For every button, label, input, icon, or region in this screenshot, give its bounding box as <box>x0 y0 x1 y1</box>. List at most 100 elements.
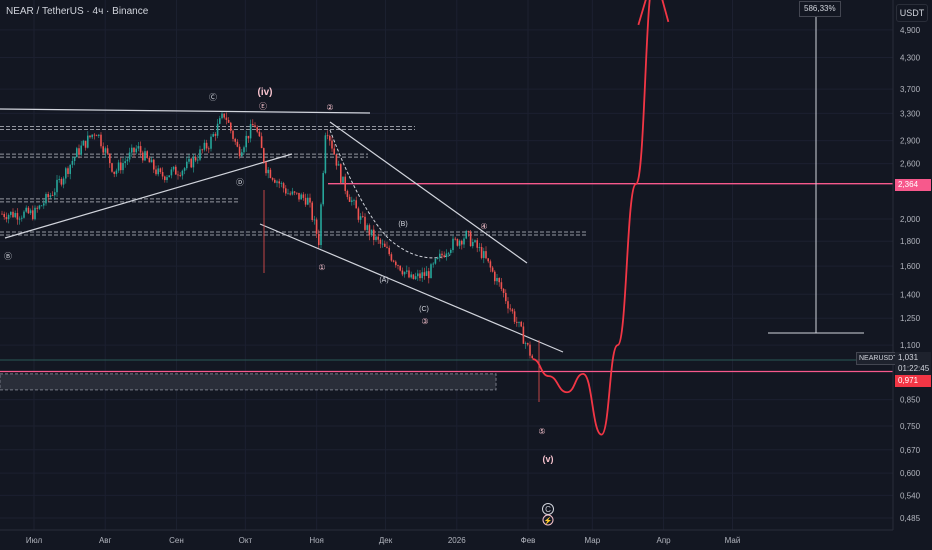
candle-body <box>197 159 199 161</box>
candle-body <box>348 196 351 202</box>
candle-body <box>342 176 344 183</box>
candle-body <box>494 271 496 282</box>
candle-body <box>513 311 516 322</box>
candle-body <box>82 140 85 146</box>
wave-label: ④ <box>480 222 487 231</box>
candle-body <box>245 135 247 148</box>
candle-body <box>23 211 25 218</box>
candle-body <box>476 240 478 248</box>
price-axis[interactable]: 4,900 4,300 3,700 3,300 2,900 2,600 2,000 1,800… <box>900 26 921 523</box>
candle-body <box>225 117 228 120</box>
candle-body <box>234 138 236 142</box>
candle-body <box>175 166 177 175</box>
candle-body <box>80 145 82 155</box>
wave-labels: Ⓒ (iv) Ⓔ ② Ⓓ Ⓑ ① (B) ④ (A) (C) ③ ⑤ (v) C ⚡ <box>4 87 554 526</box>
candle-body <box>353 200 355 202</box>
candle-body <box>159 168 162 173</box>
candle-body <box>276 181 278 183</box>
candle-body <box>120 162 122 171</box>
candle-body <box>388 247 390 255</box>
candle-body <box>406 270 408 272</box>
candle-body <box>421 272 423 279</box>
candle-body <box>249 124 252 139</box>
candle-body <box>311 202 313 220</box>
candle-body <box>93 134 96 136</box>
candle-body <box>472 242 474 247</box>
price-tick-label: 2,600 <box>900 160 921 169</box>
candle-body <box>199 149 201 160</box>
trendline <box>259 223 564 353</box>
candle-body <box>320 204 322 246</box>
candle-body <box>89 135 91 138</box>
candle-body <box>34 207 36 220</box>
measure-percent-label: 586,33% <box>799 1 841 17</box>
candle-body <box>122 162 124 171</box>
candle-body <box>49 195 52 198</box>
time-tick-label: Сен <box>169 536 184 545</box>
candle-body <box>113 171 115 174</box>
candle-body <box>364 216 366 230</box>
candle-body <box>527 343 529 345</box>
candle-body <box>399 265 401 271</box>
trendline <box>4 153 293 239</box>
candle-body <box>219 118 221 124</box>
candle-body <box>518 321 520 323</box>
candle-body <box>269 169 272 178</box>
candle-body <box>76 148 78 158</box>
candle-body <box>428 271 430 279</box>
candle-body <box>241 152 243 157</box>
candle-body <box>278 181 280 184</box>
wave-label: ⑤ <box>538 427 545 436</box>
candle-body <box>5 217 8 220</box>
candle-body <box>166 177 168 181</box>
candle-body <box>450 249 452 253</box>
candle-body <box>214 134 217 136</box>
candle-body <box>56 179 58 193</box>
trendline <box>329 121 528 264</box>
candle-body <box>40 205 43 207</box>
candle-body <box>280 183 283 184</box>
candle-body <box>73 157 76 161</box>
wave-label: (A) <box>379 277 388 284</box>
candle-body <box>520 321 522 327</box>
candle-body <box>106 148 109 154</box>
candle-body <box>109 153 111 164</box>
wave-label: (B) <box>398 221 407 228</box>
candle-body <box>436 257 439 259</box>
candle-body <box>12 211 14 218</box>
candle-body <box>324 135 327 173</box>
candle-body <box>390 254 393 261</box>
candle-body <box>337 164 340 166</box>
candle-body <box>170 169 173 176</box>
candle-body <box>126 159 129 162</box>
candle-body <box>265 162 267 174</box>
candle-body <box>164 176 166 181</box>
currency-unit-button[interactable]: USDT <box>896 4 928 22</box>
candle-body <box>500 282 503 289</box>
candle-body <box>43 203 45 206</box>
wave-label: C <box>545 505 551 514</box>
candle-body <box>157 168 159 175</box>
candle-body <box>423 272 426 276</box>
candle-body <box>67 168 69 174</box>
candle-body <box>465 231 467 239</box>
time-axis[interactable]: Июл Авг Сен Окт Ноя Дек 2026 Фев Мар Апр Май <box>26 536 740 545</box>
candle-body <box>216 123 219 136</box>
candle-body <box>381 243 384 245</box>
candle-body <box>104 148 107 153</box>
candle-body <box>480 247 483 258</box>
candle-body <box>296 192 298 194</box>
candle-body <box>21 217 23 219</box>
time-tick-label: Май <box>725 536 741 545</box>
price-tick-label: 0,850 <box>900 396 921 405</box>
symbol-tag: NEARUSDT <box>856 352 901 365</box>
candle-body <box>18 218 21 220</box>
candle-body <box>205 142 208 149</box>
candle-body <box>84 140 87 148</box>
candle-body <box>183 168 186 171</box>
candle-body <box>203 142 206 150</box>
wave-label: ② <box>326 103 333 112</box>
curved-dashed-guide <box>329 129 451 259</box>
wave-label: Ⓔ <box>259 102 267 111</box>
